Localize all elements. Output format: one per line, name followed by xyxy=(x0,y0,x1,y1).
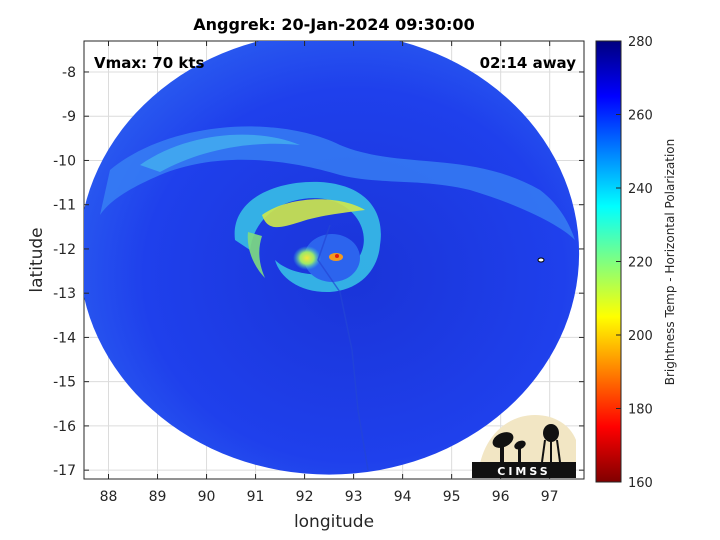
logo-dish-icon xyxy=(492,432,526,462)
inner-warm-band xyxy=(262,199,365,228)
eye-hot-spot xyxy=(293,246,321,270)
logo-water-tower-icon xyxy=(541,424,561,463)
colorbar-tick-label: 280 xyxy=(628,35,653,50)
y-tick-label: -13 xyxy=(53,286,76,302)
x-tick-label: 89 xyxy=(149,489,167,505)
colorbar-tick-label: 160 xyxy=(628,476,653,491)
y-tick-label: -16 xyxy=(53,419,76,435)
logo-band xyxy=(472,462,576,478)
y-tick-label: -15 xyxy=(53,375,76,391)
colorbar-tick-label: 240 xyxy=(628,182,653,197)
x-tick-label: 95 xyxy=(443,489,461,505)
x-tick-label: 93 xyxy=(345,489,363,505)
colorbar-tick-label: 200 xyxy=(628,329,653,344)
x-axis: 88 89 90 91 92 93 94 95 96 97 xyxy=(100,41,559,505)
y-tick-label: -11 xyxy=(53,198,76,214)
outer-rain-band-inner xyxy=(140,134,300,172)
x-tick-label: 92 xyxy=(296,489,314,505)
swath-image xyxy=(84,41,580,475)
left-warm-arc xyxy=(247,232,265,278)
y-tick-label: -14 xyxy=(53,330,76,346)
x-tick-label: 96 xyxy=(492,489,510,505)
y-tick-label: -9 xyxy=(62,109,76,125)
y-tick-label: -8 xyxy=(62,65,76,81)
spiral-band xyxy=(234,181,381,293)
eye-center xyxy=(335,254,339,258)
chart-title: Anggrek: 20-Jan-2024 09:30:00 xyxy=(193,15,474,34)
colorbar-tick-label: 180 xyxy=(628,403,653,418)
x-tick-label: 90 xyxy=(198,489,216,505)
time-offset-annotation: 02:14 away xyxy=(480,54,577,72)
y-axis-title: latitude xyxy=(27,227,47,292)
x-tick-label: 97 xyxy=(541,489,559,505)
y-axis: -8 -9 -10 -11 -12 -13 -14 -15 -16 -17 xyxy=(53,65,584,479)
colorbar-title: Brightness Temp - Horizontal Polarizatio… xyxy=(663,139,677,386)
logo-text: CIMSS xyxy=(497,465,550,478)
x-tick-label: 88 xyxy=(100,489,118,505)
cimss-logo: CIMSS xyxy=(472,415,576,478)
y-tick-label: -10 xyxy=(53,153,76,169)
x-axis-title: longitude xyxy=(294,512,374,532)
x-tick-label: 94 xyxy=(394,489,412,505)
y-tick-label: -17 xyxy=(53,463,76,479)
vmax-annotation: Vmax: 70 kts xyxy=(94,54,204,72)
outer-rain-band xyxy=(100,126,575,240)
colorbar-ticks: 280 260 240 220 200 180 160 xyxy=(616,35,653,491)
edge-artifact xyxy=(537,257,545,263)
y-tick-label: -12 xyxy=(53,242,76,258)
swath-seam xyxy=(317,224,369,471)
x-tick-label: 91 xyxy=(247,489,265,505)
colorbar-tick-label: 220 xyxy=(628,256,653,271)
colorbar-tick-label: 260 xyxy=(628,109,653,124)
